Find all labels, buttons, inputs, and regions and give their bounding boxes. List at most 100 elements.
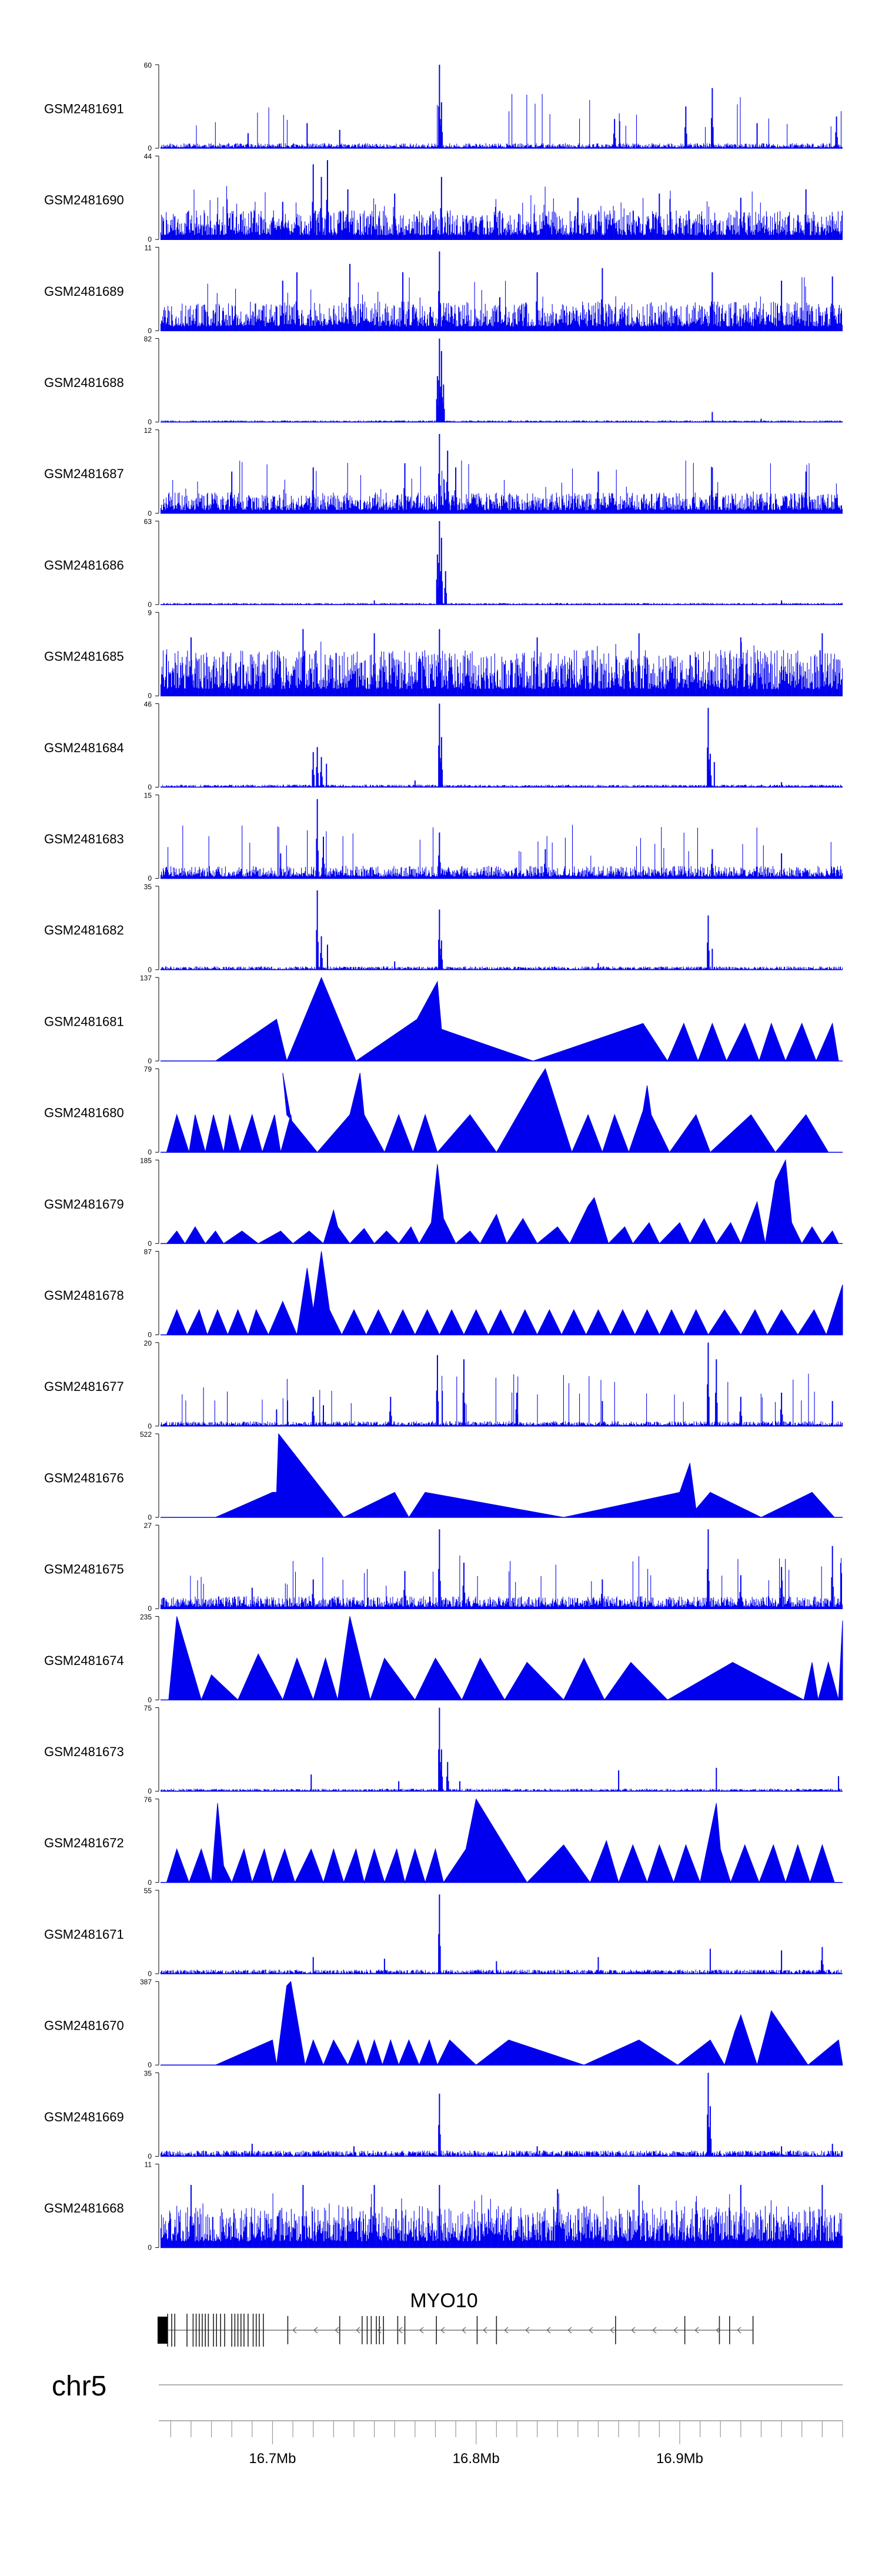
strand-arrow <box>673 2327 678 2334</box>
y-min-label: 0 <box>148 600 152 609</box>
track-label: GSM2481683 <box>44 832 124 846</box>
y-max-label: 27 <box>144 1521 152 1530</box>
coverage-bars <box>160 277 843 331</box>
track-label: GSM2481670 <box>44 2018 124 2033</box>
y-min-label: 0 <box>148 1787 152 1796</box>
coverage-area <box>166 1798 835 1884</box>
y-max-label: 82 <box>144 335 152 343</box>
y-max-label: 11 <box>145 243 152 252</box>
coverage-area <box>166 1251 843 1336</box>
strand-arrow <box>631 2327 636 2334</box>
y-max-label: 55 <box>144 1887 152 1895</box>
strand-arrow <box>652 2327 657 2334</box>
track-GSM2481668: GSM2481668 11 0 <box>44 2161 843 2252</box>
coverage-bars <box>160 785 843 788</box>
track-GSM2481684: GSM2481684 46 0 <box>44 700 843 791</box>
coverage-bars <box>160 420 843 422</box>
y-max-label: 9 <box>148 609 152 617</box>
track-GSM2481687: GSM2481687 12 0 <box>44 426 843 518</box>
coverage-bars <box>160 94 843 148</box>
chromosome-track: chr5 <box>52 2371 843 2402</box>
y-min-label: 0 <box>148 783 152 791</box>
strand-arrow <box>610 2327 614 2334</box>
y-min-label: 0 <box>148 144 152 152</box>
y-max-label: 20 <box>144 1339 152 1347</box>
y-min-label: 0 <box>148 2244 152 2252</box>
y-min-label: 0 <box>148 1604 152 1613</box>
track-GSM2481674: GSM2481674 235 0 <box>44 1613 843 1704</box>
strand-arrow <box>335 2327 339 2334</box>
track-label: GSM2481691 <box>44 101 124 116</box>
y-min-label: 0 <box>148 326 152 335</box>
strand-arrow <box>567 2327 572 2334</box>
track-label: GSM2481679 <box>44 1197 124 1212</box>
strand-arrow <box>356 2327 360 2334</box>
strand-arrow <box>398 2327 403 2334</box>
track-GSM2481683: GSM2481683 15 0 <box>44 792 843 883</box>
track-label: GSM2481684 <box>44 740 124 755</box>
track-label: GSM2481672 <box>44 1836 124 1850</box>
strand-arrow <box>419 2327 424 2334</box>
track-GSM2481679: GSM2481679 185 0 <box>44 1156 843 1247</box>
coverage-bars <box>160 2193 843 2248</box>
y-max-label: 63 <box>144 518 152 526</box>
y-max-label: 387 <box>140 1978 152 1986</box>
y-min-label: 0 <box>148 418 152 426</box>
track-GSM2481676: GSM2481676 522 0 <box>44 1430 843 1521</box>
y-min-label: 0 <box>148 1422 152 1430</box>
axis-tick-label: 16.7Mb <box>249 2451 296 2467</box>
strand-arrow <box>737 2327 741 2334</box>
track-label: GSM2481678 <box>44 1288 124 1303</box>
track-GSM2481671: GSM2481671 55 0 <box>44 1887 843 1978</box>
y-min-label: 0 <box>148 1057 152 1065</box>
track-GSM2481681: GSM2481681 137 0 <box>44 974 843 1065</box>
track-label: GSM2481676 <box>44 1470 124 1485</box>
strand-arrow <box>377 2327 382 2334</box>
track-label: GSM2481689 <box>44 284 124 299</box>
y-min-label: 0 <box>148 692 152 700</box>
track-GSM2481669: GSM2481669 35 0 <box>44 2069 843 2160</box>
chromosome-label: chr5 <box>52 2371 106 2402</box>
y-max-label: 137 <box>140 974 152 982</box>
track-GSM2481680: GSM2481680 79 0 <box>44 1065 843 1156</box>
gene-name-label: MYO10 <box>410 2290 477 2312</box>
track-label: GSM2481686 <box>44 558 124 572</box>
y-max-label: 15 <box>144 792 152 800</box>
coverage-area <box>166 1159 839 1244</box>
track-label: GSM2481677 <box>44 1379 124 1394</box>
track-GSM2481685: GSM2481685 9 0 <box>44 609 843 700</box>
track-label: GSM2481688 <box>44 375 124 390</box>
track-GSM2481670: GSM2481670 387 0 <box>44 1978 843 2069</box>
track-label: GSM2481680 <box>44 1106 124 1120</box>
y-min-label: 0 <box>148 1239 152 1247</box>
track-GSM2481677: GSM2481677 20 0 <box>44 1339 843 1430</box>
track-GSM2481672: GSM2481672 76 0 <box>44 1796 843 1887</box>
coverage-area <box>166 1068 829 1153</box>
track-GSM2481691: GSM2481691 60 0 <box>44 61 843 152</box>
coverage-bars <box>160 1788 843 1791</box>
track-label: GSM2481675 <box>44 1562 124 1577</box>
y-min-label: 0 <box>148 966 152 974</box>
track-label: GSM2481687 <box>44 466 124 481</box>
y-max-label: 35 <box>144 883 152 891</box>
strand-arrow <box>292 2327 297 2334</box>
coverage-bars <box>160 642 843 696</box>
y-min-label: 0 <box>148 509 152 518</box>
axis-tick-label: 16.9Mb <box>656 2451 703 2467</box>
y-max-label: 235 <box>140 1613 152 1621</box>
y-max-label: 46 <box>144 700 152 708</box>
coverage-bars <box>160 461 843 513</box>
coverage-area <box>215 1981 843 2066</box>
y-min-label: 0 <box>148 1148 152 1156</box>
coverage-tracks: GSM2481691600GSM2481690440GSM2481689110G… <box>44 61 843 2252</box>
track-label: GSM2481685 <box>44 649 124 664</box>
axis-tick-label: 16.8Mb <box>453 2451 500 2467</box>
y-min-label: 0 <box>148 1970 152 1978</box>
coverage-bars <box>160 603 843 605</box>
track-GSM2481686: GSM2481686 63 0 <box>44 518 843 609</box>
track-label: GSM2481682 <box>44 923 124 937</box>
strand-arrow <box>716 2327 720 2334</box>
y-max-label: 11 <box>145 2161 152 2169</box>
y-min-label: 0 <box>148 875 152 883</box>
track-label: GSM2481690 <box>44 193 124 208</box>
